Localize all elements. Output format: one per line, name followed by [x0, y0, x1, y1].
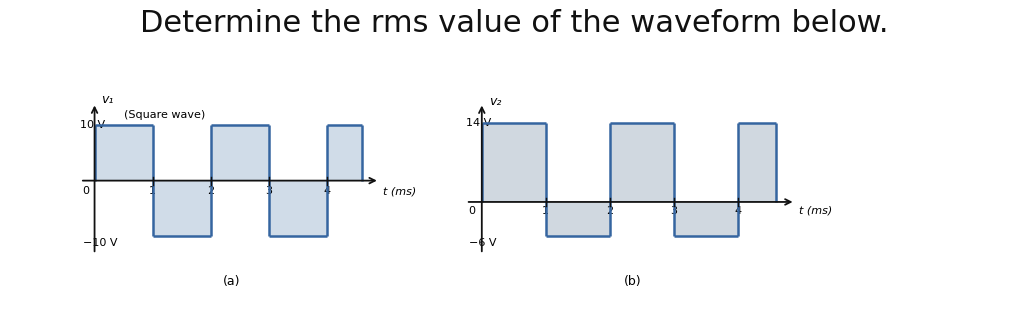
Text: t (ms): t (ms) — [382, 187, 416, 197]
Text: Determine the rms value of the waveform below.: Determine the rms value of the waveform … — [140, 9, 888, 38]
Bar — [738, 123, 776, 202]
Text: 3: 3 — [670, 206, 677, 216]
Text: 2: 2 — [208, 186, 215, 196]
Text: −10 V: −10 V — [83, 238, 117, 248]
Bar — [269, 181, 327, 236]
Text: t (ms): t (ms) — [799, 205, 832, 215]
Bar — [327, 125, 362, 181]
Bar — [153, 181, 211, 236]
Bar — [673, 202, 738, 236]
Text: (a): (a) — [222, 275, 241, 288]
Bar — [211, 125, 269, 181]
Text: 0: 0 — [82, 186, 89, 196]
Text: v₁: v₁ — [102, 93, 114, 106]
Bar — [482, 123, 546, 202]
Text: 3: 3 — [265, 186, 272, 196]
Text: (Square wave): (Square wave) — [123, 110, 205, 119]
Text: −6 V: −6 V — [469, 238, 497, 248]
Text: 2: 2 — [607, 206, 614, 216]
Bar — [95, 125, 153, 181]
Text: v₂: v₂ — [489, 95, 502, 108]
Text: 14 V: 14 V — [466, 118, 491, 128]
Text: 0: 0 — [469, 206, 476, 216]
Text: 10 V: 10 V — [80, 120, 105, 130]
Bar — [610, 123, 673, 202]
Text: 4: 4 — [324, 186, 331, 196]
Text: 1: 1 — [543, 206, 549, 216]
Text: 4: 4 — [734, 206, 741, 216]
Text: 1: 1 — [149, 186, 156, 196]
Text: (b): (b) — [623, 275, 641, 288]
Bar — [546, 202, 610, 236]
